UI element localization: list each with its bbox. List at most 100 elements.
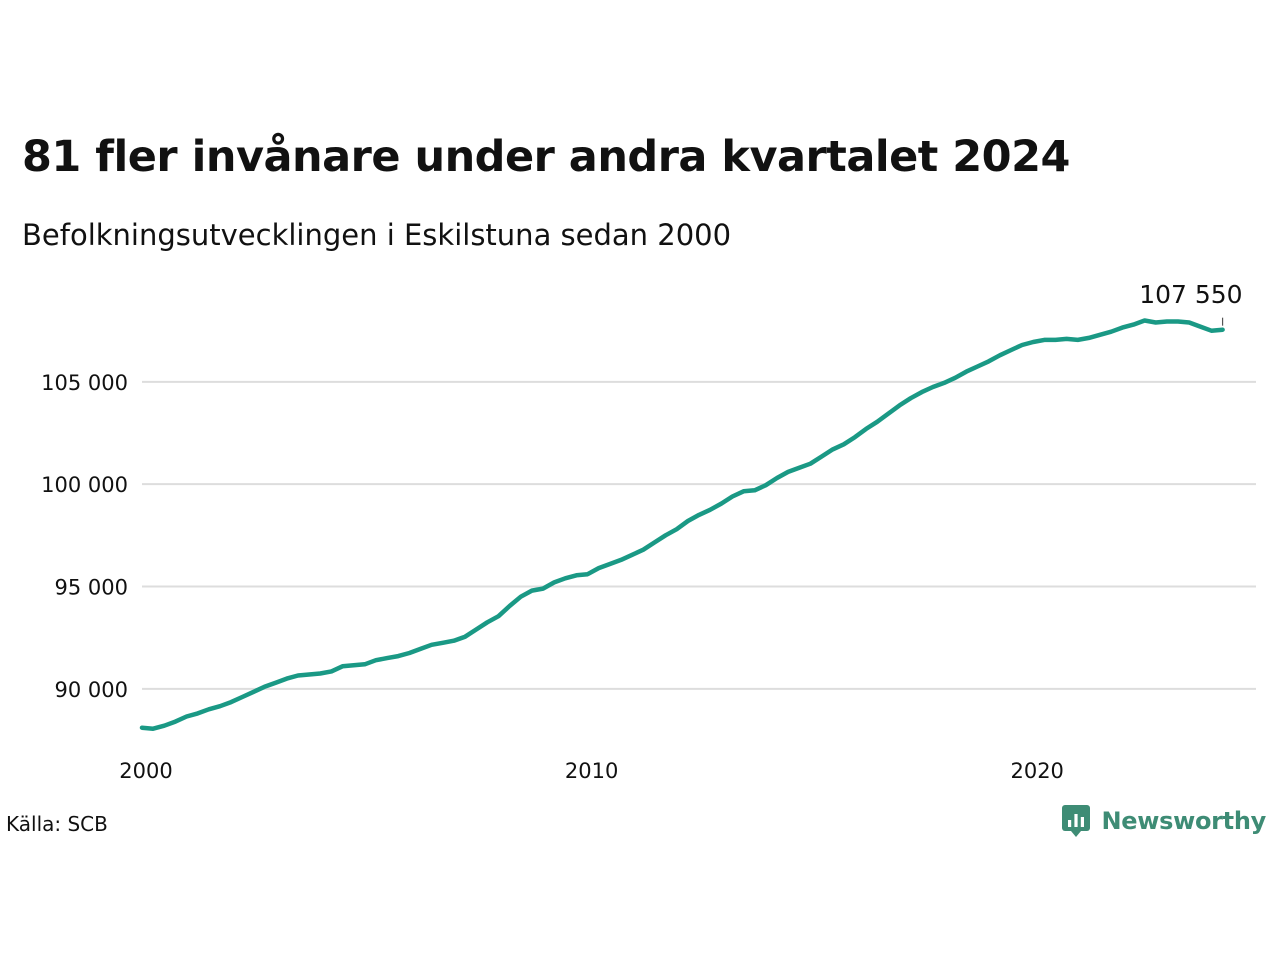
end-value-label: 107 550 xyxy=(1139,280,1242,309)
data-point xyxy=(652,540,657,545)
data-point xyxy=(786,469,791,474)
y-tick-label: 95 000 xyxy=(55,576,128,600)
data-point xyxy=(307,672,312,677)
data-point xyxy=(173,719,178,724)
data-point xyxy=(407,651,412,656)
data-point xyxy=(986,359,991,364)
data-point xyxy=(229,700,234,705)
x-axis-ticks: 2000 2010 2020 xyxy=(119,759,1064,783)
data-point xyxy=(875,419,880,424)
data-point xyxy=(719,501,724,506)
data-point xyxy=(1109,329,1114,334)
data-point xyxy=(763,483,768,488)
data-point xyxy=(619,557,624,562)
data-point xyxy=(697,512,702,517)
data-point xyxy=(752,488,757,493)
y-axis-ticks: 90 000 95 000 100 000 105 000 xyxy=(41,371,128,702)
data-point xyxy=(251,689,256,694)
data-point xyxy=(218,704,223,709)
data-point xyxy=(641,547,646,552)
data-point xyxy=(1031,340,1036,345)
data-point xyxy=(418,646,423,651)
data-point xyxy=(262,684,267,689)
data-point xyxy=(463,634,468,639)
data-point xyxy=(886,411,891,416)
data-point xyxy=(385,656,390,661)
data-point xyxy=(206,707,211,712)
source-note: Källa: SCB xyxy=(6,812,108,836)
data-point xyxy=(184,714,189,719)
data-point xyxy=(574,573,579,578)
data-point xyxy=(741,489,746,494)
y-tick-label: 90 000 xyxy=(55,678,128,702)
data-point xyxy=(1153,320,1158,325)
data-point xyxy=(1142,318,1147,323)
data-point xyxy=(1086,335,1091,340)
data-point xyxy=(953,375,958,380)
data-point xyxy=(1176,319,1181,324)
data-point xyxy=(942,380,947,385)
data-point xyxy=(919,390,924,395)
newsworthy-logo-icon xyxy=(1062,805,1091,837)
data-point xyxy=(1220,327,1225,332)
data-point xyxy=(329,669,334,674)
data-point xyxy=(1098,332,1103,337)
data-point xyxy=(1209,328,1214,333)
data-point xyxy=(474,627,479,632)
data-point xyxy=(552,580,557,585)
data-point xyxy=(964,369,969,374)
data-point xyxy=(630,552,635,557)
x-tick-label: 2010 xyxy=(565,759,618,783)
series-line xyxy=(139,318,1225,731)
data-point xyxy=(607,562,612,567)
data-point xyxy=(162,723,167,728)
data-point xyxy=(1042,337,1047,342)
data-point xyxy=(284,676,289,681)
data-point xyxy=(529,588,534,593)
data-point xyxy=(663,533,668,538)
data-point xyxy=(1131,322,1136,327)
data-point xyxy=(585,572,590,577)
data-point xyxy=(1198,324,1203,329)
data-point xyxy=(930,385,935,390)
data-point xyxy=(1120,325,1125,330)
data-point xyxy=(1020,343,1025,348)
data-point xyxy=(1008,348,1013,353)
gridlines xyxy=(142,380,1256,690)
data-point xyxy=(351,663,356,668)
data-point xyxy=(151,726,156,731)
data-point xyxy=(685,519,690,524)
data-point xyxy=(273,680,278,685)
data-point xyxy=(429,642,434,647)
data-point xyxy=(496,614,501,619)
data-point xyxy=(596,566,601,571)
data-point xyxy=(730,494,735,499)
annotation-layer: 107 550 xyxy=(1139,280,1243,326)
data-point xyxy=(396,654,401,659)
data-point xyxy=(1064,336,1069,341)
chart-subtitle: Befolkningsutvecklingen i Eskilstuna sed… xyxy=(22,218,732,252)
y-tick-label: 100 000 xyxy=(41,473,128,497)
data-point xyxy=(1164,319,1169,324)
data-point xyxy=(674,527,679,532)
data-point xyxy=(819,454,824,459)
data-point xyxy=(240,695,245,700)
data-point xyxy=(775,476,780,481)
chart-title: 81 fler invånare under andra kvartalet 2… xyxy=(22,132,1070,182)
x-tick-label: 2000 xyxy=(119,759,172,783)
data-point xyxy=(808,461,813,466)
data-point xyxy=(853,435,858,440)
data-point xyxy=(541,586,546,591)
data-point xyxy=(373,658,378,663)
x-tick-label: 2020 xyxy=(1010,759,1063,783)
data-point xyxy=(797,465,802,470)
data-point xyxy=(830,447,835,452)
data-point xyxy=(485,620,490,625)
series-layer xyxy=(139,318,1225,731)
data-point xyxy=(841,442,846,447)
data-point xyxy=(1075,337,1080,342)
data-point xyxy=(195,711,200,716)
data-point xyxy=(1053,337,1058,342)
data-point xyxy=(507,604,512,609)
